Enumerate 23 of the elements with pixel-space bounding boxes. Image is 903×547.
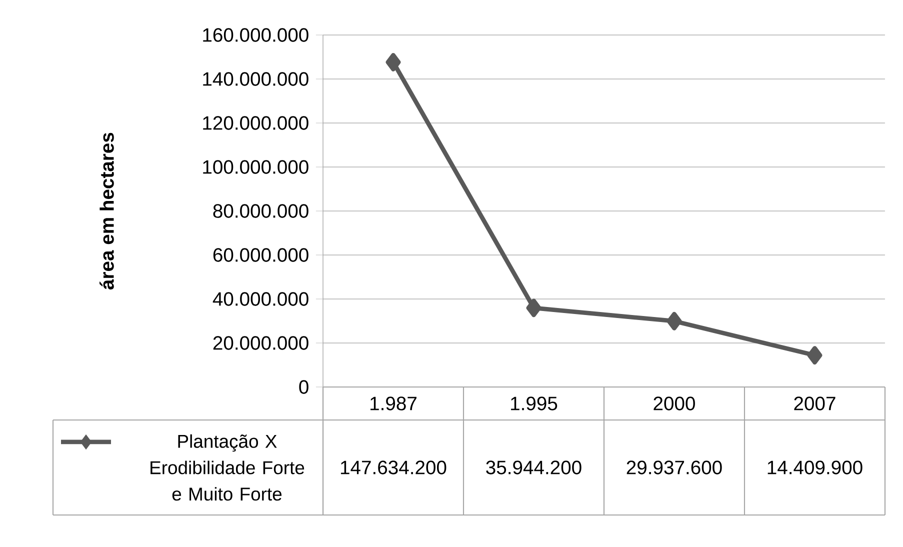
y-tick-label: 140.000.000 bbox=[203, 72, 308, 86]
data-label: 14.409.900 bbox=[768, 460, 862, 474]
y-tick-label: 20.000.000 bbox=[213, 336, 308, 350]
y-axis-title: área em hectares bbox=[100, 132, 114, 290]
x-tick-label: 1.995 bbox=[511, 396, 558, 410]
y-tick-label: 0 bbox=[299, 380, 308, 394]
point bbox=[807, 346, 822, 365]
data-label: 29.937.600 bbox=[626, 460, 722, 474]
x-tick-label: 2000 bbox=[654, 396, 695, 410]
data-label: 35.944.200 bbox=[486, 460, 582, 474]
data-label: 147.634.200 bbox=[340, 460, 446, 474]
y-tick-label: 80.000.000 bbox=[213, 204, 308, 218]
x-tick-label: 1.987 bbox=[370, 396, 416, 410]
y-tick-label: 100.000.000 bbox=[203, 160, 308, 174]
y-tick-label: 60.000.000 bbox=[213, 248, 308, 262]
y-tick-label: 120.000.000 bbox=[203, 116, 308, 130]
point bbox=[666, 312, 682, 330]
x-tick-label: 2007 bbox=[794, 396, 836, 410]
point bbox=[526, 298, 542, 318]
y-tick-label: 160.000.000 bbox=[203, 28, 308, 42]
y-tick-label: 40.000.000 bbox=[212, 292, 308, 306]
text: Plantação X Erodibilidade Forte e Muito Forte bbox=[150, 434, 304, 501]
point bbox=[386, 52, 401, 72]
